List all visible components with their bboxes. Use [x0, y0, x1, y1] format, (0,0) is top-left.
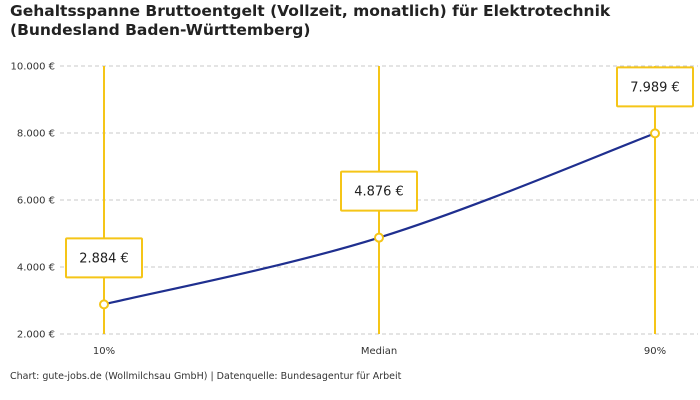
- y-tick-label: 2.000 €: [17, 330, 55, 341]
- y-tick-label: 8.000 €: [17, 129, 55, 140]
- data-label: 7.989 €: [616, 66, 694, 108]
- data-label: 2.884 €: [65, 237, 143, 279]
- series: [99, 128, 660, 310]
- y-tick-label: 6.000 €: [17, 196, 55, 207]
- data-point: [650, 128, 660, 139]
- data-point: [374, 232, 384, 243]
- data-label-box: [340, 170, 418, 212]
- y-tick-label: 10.000 €: [10, 62, 55, 73]
- x-axis: 10% Median 90%: [93, 346, 666, 357]
- x-tick-label: Median: [361, 346, 397, 357]
- chart-title: Gehaltsspanne Bruttoentgelt (Vollzeit, m…: [10, 2, 611, 39]
- data-label-box: [616, 66, 694, 108]
- y-tick-label: 4.000 €: [17, 263, 55, 274]
- x-tick-label: 10%: [93, 346, 115, 357]
- data-label-text: 7.989 €: [630, 80, 680, 95]
- data-label: 4.876 €: [340, 170, 418, 212]
- data-label-box: [65, 237, 143, 279]
- data-point: [99, 299, 109, 310]
- x-tick-label: 90%: [644, 346, 666, 357]
- data-label-text: 2.884 €: [79, 251, 129, 266]
- data-label-text: 4.876 €: [354, 185, 404, 200]
- y-axis: 2.000 € 4.000 € 6.000 € 8.000 € 10.000 €: [10, 62, 55, 341]
- chart-source-note: Chart: gute-jobs.de (Wollmilchsau GmbH) …: [10, 371, 402, 382]
- data-labels: 2.884 € 4.876 € 7.989 €: [65, 66, 694, 279]
